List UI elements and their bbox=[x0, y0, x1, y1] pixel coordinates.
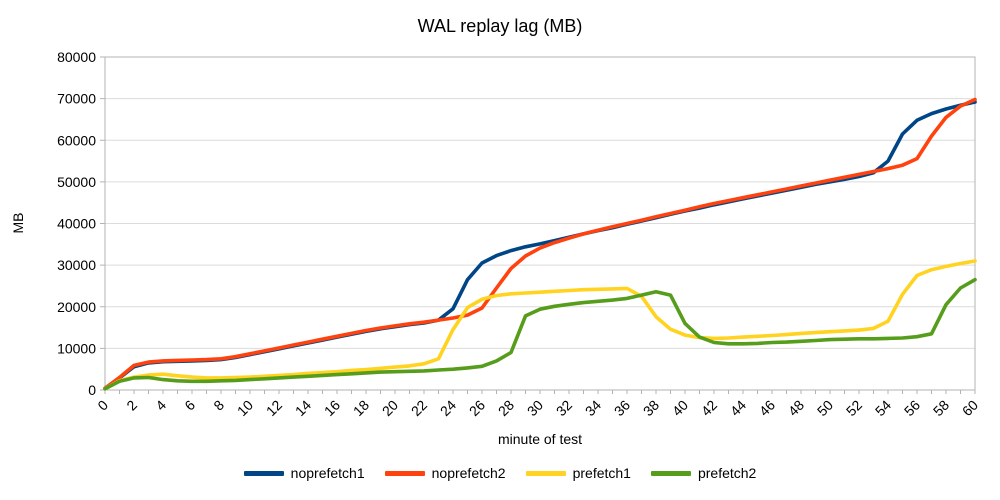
legend-swatch-noprefetch2 bbox=[384, 470, 425, 476]
x-axis: 0 2 4 6 8 10 12 14 16 18 20 22 24 26 28 30 32 34 36 38 40 42 4… bbox=[94, 390, 981, 419]
x-tick-label: 28 bbox=[495, 397, 517, 419]
x-tick-label: 52 bbox=[843, 397, 865, 419]
x-tick-label: 30 bbox=[524, 397, 546, 419]
chart-title: WAL replay lag (MB) bbox=[417, 16, 583, 36]
x-tick-label: 14 bbox=[292, 397, 314, 419]
legend-label-noprefetch2: noprefetch2 bbox=[431, 465, 506, 481]
x-tick-label: 6 bbox=[181, 397, 198, 414]
legend-label-noprefetch1: noprefetch1 bbox=[290, 465, 365, 481]
x-tick-label: 40 bbox=[669, 397, 691, 419]
y-tick-label: 30000 bbox=[57, 257, 96, 273]
y-tick-label: 40000 bbox=[57, 216, 96, 232]
series-line-noprefetch2 bbox=[103, 97, 977, 391]
legend-swatch-prefetch1 bbox=[525, 470, 566, 476]
y-tick-label: 60000 bbox=[57, 132, 96, 148]
series-line-noprefetch1 bbox=[103, 100, 977, 391]
x-tick-label: 38 bbox=[640, 397, 662, 419]
y-tick-label: 0 bbox=[88, 382, 96, 398]
legend-swatch-prefetch2 bbox=[650, 470, 691, 476]
plot-area: 0 10000 20000 30000 40000 50000 60000 70000 8000… bbox=[57, 49, 981, 419]
y-tick-label: 20000 bbox=[57, 299, 96, 315]
x-tick-label: 10 bbox=[234, 397, 256, 419]
legend-item-noprefetch1: noprefetch1 bbox=[243, 465, 365, 481]
y-tick-label: 70000 bbox=[57, 91, 96, 107]
x-tick-label: 36 bbox=[611, 397, 633, 419]
legend: noprefetch1 noprefetch2 prefetch1 prefetch2 bbox=[0, 465, 1000, 481]
x-tick-label: 26 bbox=[466, 397, 488, 419]
legend-label-prefetch1: prefetch1 bbox=[572, 465, 631, 481]
legend-item-prefetch2: prefetch2 bbox=[650, 465, 757, 481]
x-axis-title: minute of test bbox=[497, 431, 583, 447]
legend-item-noprefetch2: noprefetch2 bbox=[384, 465, 506, 481]
x-tick-label: 42 bbox=[698, 397, 720, 419]
x-tick-label: 46 bbox=[756, 397, 778, 419]
gridlines bbox=[105, 56, 975, 349]
series-line-prefetch1 bbox=[103, 259, 977, 391]
y-tick-label: 80000 bbox=[57, 49, 96, 65]
x-tick-label: 24 bbox=[437, 397, 459, 419]
legend-swatch-noprefetch1 bbox=[243, 470, 284, 476]
x-tick-label: 16 bbox=[321, 397, 343, 419]
x-tick-label: 60 bbox=[959, 397, 981, 419]
legend-item-prefetch1: prefetch1 bbox=[525, 465, 631, 481]
x-tick-label: 50 bbox=[814, 397, 836, 419]
x-tick-label: 8 bbox=[210, 397, 227, 414]
x-tick-label: 54 bbox=[872, 397, 894, 419]
x-tick-label: 2 bbox=[123, 397, 140, 414]
x-tick-label: 56 bbox=[901, 397, 923, 419]
y-axis-title: MB bbox=[10, 212, 26, 234]
x-tick-label: 34 bbox=[582, 397, 604, 419]
x-tick-label: 44 bbox=[727, 397, 749, 419]
x-tick-label: 48 bbox=[785, 397, 807, 419]
x-tick-label: 22 bbox=[408, 397, 430, 419]
y-tick-label: 10000 bbox=[57, 340, 96, 356]
y-axis: 0 10000 20000 30000 40000 50000 60000 70000 8000… bbox=[57, 49, 105, 398]
legend-label-prefetch2: prefetch2 bbox=[697, 465, 757, 481]
x-tick-label: 0 bbox=[94, 397, 111, 414]
series-line-prefetch2 bbox=[103, 277, 977, 391]
x-tick-label: 32 bbox=[553, 397, 575, 419]
x-tick-label: 20 bbox=[379, 397, 401, 419]
x-tick-label: 58 bbox=[930, 397, 952, 419]
x-tick-label: 4 bbox=[152, 397, 169, 414]
x-tick-label: 12 bbox=[263, 397, 285, 419]
y-tick-label: 50000 bbox=[57, 174, 96, 190]
x-tick-label: 18 bbox=[350, 397, 372, 419]
